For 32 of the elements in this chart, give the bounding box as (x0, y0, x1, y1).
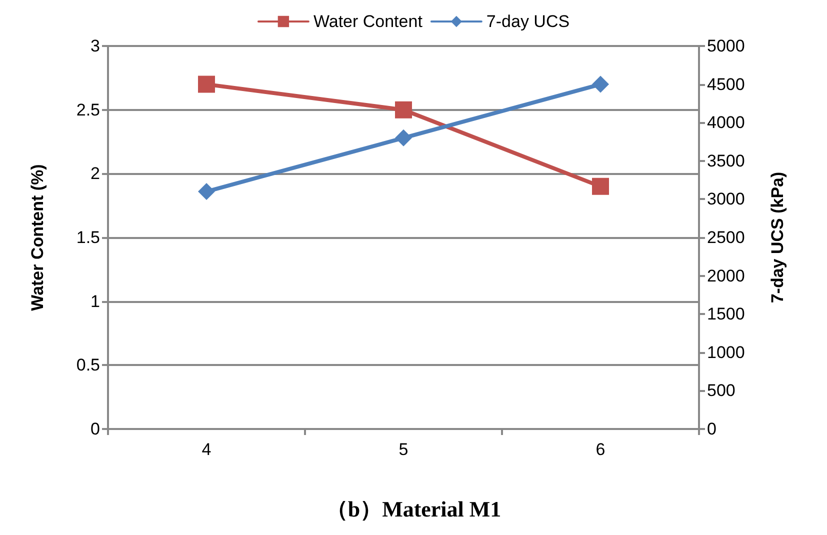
x-tick-label: 5 (398, 440, 408, 459)
x-tick-label: 6 (596, 440, 606, 459)
y-axis-title: Water Content (%) (28, 164, 47, 311)
y-tick-label: 1 (90, 292, 100, 311)
legend-label: Water Content (313, 12, 423, 31)
legend-label: 7-day UCS (486, 12, 570, 31)
x-tick-label: 4 (202, 440, 212, 459)
point (198, 76, 215, 93)
point (592, 76, 609, 93)
y2-tick-label: 4000 (707, 113, 745, 132)
point (395, 129, 412, 146)
y-tick-label: 1.5 (76, 228, 100, 247)
y2-tick-label: 4500 (707, 74, 745, 94)
y2-tick-label: 2000 (707, 266, 745, 286)
y2-tick-label: 0 (707, 420, 716, 438)
point (395, 101, 412, 118)
text: （b）Material M1 (326, 496, 502, 522)
y2-tick-label: 1500 (707, 304, 745, 324)
y2-axis-title: 7-day UCS (kPa) (768, 172, 787, 304)
y2-tick-label: 500 (707, 381, 736, 400)
y2-tick-label: 5000 (707, 36, 745, 56)
y-tick-label: 2.5 (76, 100, 100, 120)
y2-tick-label: 2500 (707, 228, 745, 247)
point (592, 178, 609, 195)
y-tick-label: 0.5 (76, 356, 100, 375)
y-tick-label: 0 (90, 420, 100, 438)
y2-tick-label: 3500 (707, 151, 745, 170)
y2-tick-label: 3000 (707, 190, 745, 209)
y-tick-label: 3 (90, 36, 100, 56)
y2-tick-label: 1000 (707, 342, 745, 362)
point (198, 183, 215, 200)
y-tick-label: 2 (90, 164, 100, 184)
